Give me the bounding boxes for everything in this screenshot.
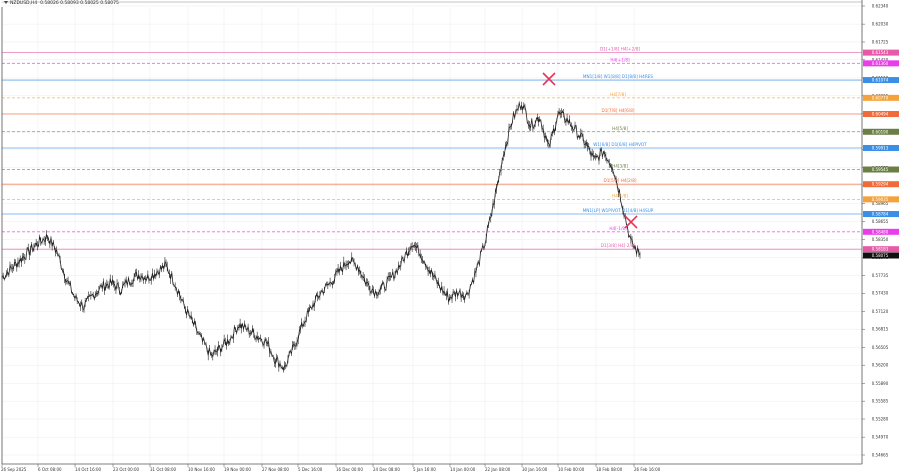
x-markers (542, 72, 638, 229)
y-tick-label: 0.61725 (872, 39, 889, 44)
x-axis: 26 Sep 2025 6 Oct 08:00 14 Oct 16:00 23 Oct… (1, 464, 661, 472)
level-label: D1[3/8] H4[-2/8] (601, 243, 636, 248)
level-label: W1[6/8] D1[6/8] H4PIVOT (593, 142, 647, 147)
level-label: H4[3/8] (612, 164, 628, 169)
y-tick-label: 0.56505 (872, 345, 889, 350)
y-tick-label: 0.58350 (872, 237, 889, 242)
level-label: MN1[1/8] W1[8/8] D1[8/8] H4RES (583, 74, 653, 79)
x-tick-label: 19 Nov 00:00 (224, 467, 251, 472)
x-tick-label: 26 Sep 2025 (1, 467, 27, 472)
x-tick-label: 5 Jan 16:00 (413, 467, 436, 472)
chart-title: NZDUSD,H4 0.58026 0.58093 0.58025 0.5807… (4, 1, 119, 6)
chart-grid (1, 5, 862, 464)
x-tick-label: 6 Oct 08:00 (38, 467, 62, 472)
y-axis: 0.623400.620300.617250.614200.611100.608… (862, 4, 899, 458)
x-tick-label: 30 Jan 16:00 (522, 467, 548, 472)
x-marker-icon (624, 215, 638, 229)
y-tick-label: 0.54970 (872, 435, 889, 440)
y-tick-label: 0.55890 (872, 381, 889, 386)
y-tick-label: 0.55280 (872, 417, 889, 422)
x-tick-label: 16 Dec 00:00 (336, 467, 363, 472)
y-tick-label: 0.58655 (872, 219, 889, 224)
level-price-badge: 0.58784 (872, 212, 889, 217)
dropdown-triangle-icon[interactable] (4, 1, 8, 4)
x-tick-label: 26 Feb 16:00 (634, 467, 661, 472)
x-tick-label: 31 Oct 08:00 (150, 467, 177, 472)
level-price-badge: 0.61074 (872, 78, 889, 83)
level-price-badge: 0.60770 (872, 95, 889, 100)
level-price-badge: 0.59913 (872, 145, 889, 150)
x-tick-label: 14 Oct 16:00 (75, 467, 102, 472)
level-lines: D1[+1/8] H4[+2/8] H4[+1/8] MN1[1/8] W1[8/8… (2, 47, 862, 250)
level-label: H4[+1/8] (610, 57, 630, 62)
x-tick-label: 10 Feb 00:00 (558, 467, 585, 472)
level-label: H4[-1/8] (609, 226, 627, 231)
x-tick-label: 27 Nov 08:00 (262, 467, 289, 472)
price-series (1, 101, 641, 373)
current-price-badge: 0.58075 (872, 253, 889, 258)
level-label: D1[5/8] H4[2/8] (603, 178, 636, 183)
y-tick-label: 0.62340 (872, 4, 889, 9)
level-label: H4[7/8] (610, 92, 626, 97)
y-tick-label: 0.58965 (872, 201, 889, 206)
level-price-badge: 0.61360 (872, 61, 889, 66)
x-tick-label: 5 Dec 16:00 (298, 467, 323, 472)
level-label: D1[+1/8] H4[+2/8] (600, 47, 640, 52)
x-tick-label: 23 Oct 00:00 (113, 467, 140, 472)
y-tick-label: 0.57735 (872, 273, 889, 278)
level-price-badge: 0.59294 (872, 182, 889, 187)
y-tick-label: 0.62030 (872, 22, 889, 27)
y-tick-label: 0.56200 (872, 363, 889, 368)
y-tick-label: 0.56815 (872, 327, 889, 332)
x-tick-label: 10 Nov 16:00 (188, 467, 215, 472)
level-price-badge: 0.60494 (872, 111, 889, 116)
x-tick-label: 22 Jan 08:00 (485, 467, 511, 472)
level-label: D1[7/8] H4[6/8] (601, 108, 634, 113)
level-price-badge: 0.58480 (872, 229, 889, 234)
ohlc-values: 0.58026 0.58093 0.58025 0.58075 (40, 1, 119, 6)
x-tick-label: 24 Dec 08:00 (373, 467, 400, 472)
level-label: MN1[LP] W1PIVOT D1[4/8] H4SUP (583, 208, 654, 213)
level-label: H4[5/8] (612, 126, 628, 131)
level-price-badge: 0.60190 (872, 129, 889, 134)
y-tick-label: 0.57120 (872, 309, 889, 314)
y-tick-label: 0.54665 (872, 453, 889, 458)
level-price-badge: 0.59035 (872, 197, 889, 202)
y-tick-label: 0.61420 (872, 57, 889, 62)
level-price-badge: 0.61543 (872, 50, 889, 55)
x-tick-label: 14 Jan 00:00 (450, 467, 476, 472)
level-price-badge: 0.58183 (872, 247, 889, 252)
x-tick-label: 18 Feb 08:00 (596, 467, 623, 472)
level-price-badge: 0.59545 (872, 167, 889, 172)
y-tick-label: 0.55585 (872, 399, 889, 404)
y-tick-label: 0.57430 (872, 291, 889, 296)
x-marker-icon (542, 72, 556, 86)
symbol-label: NZDUSD,H4 (10, 1, 38, 6)
